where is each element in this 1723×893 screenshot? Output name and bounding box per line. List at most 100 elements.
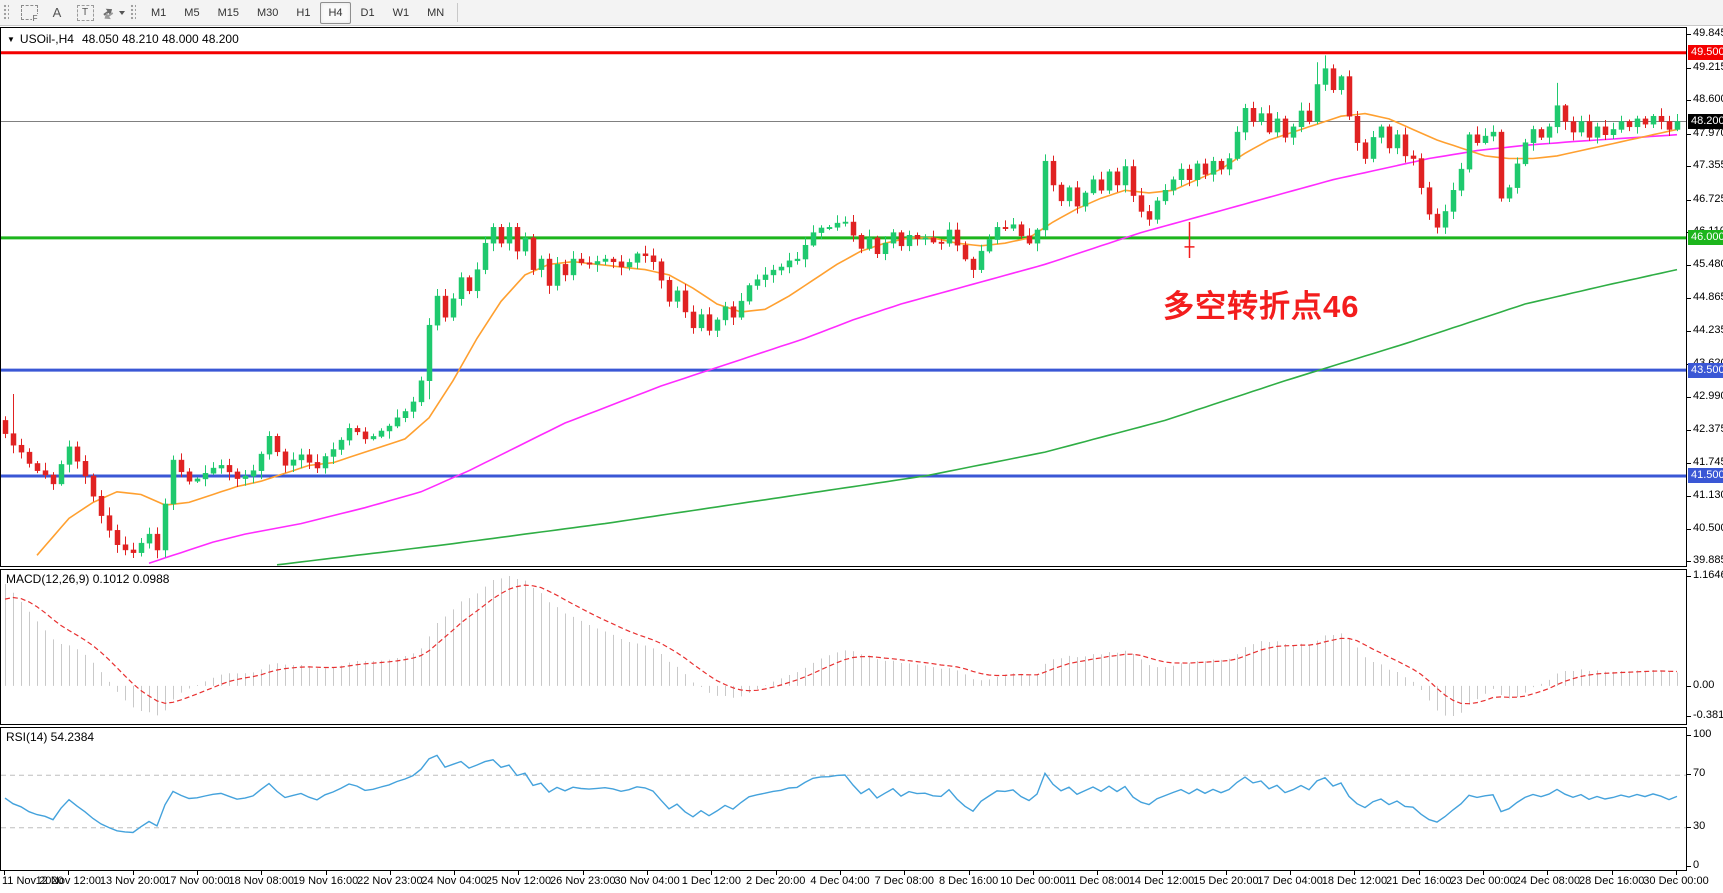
price-tick — [1687, 528, 1691, 530]
candlestick-series — [2, 55, 1681, 559]
price-tick — [1687, 561, 1691, 563]
time-axis-tick — [1418, 871, 1420, 875]
time-axis-label: 4 Dec 04:00 — [810, 875, 870, 887]
timeframe-button-m5[interactable]: M5 — [184, 6, 200, 19]
time-axis-label: 10 Dec 00:00 — [1000, 875, 1066, 887]
time-axis-tick — [968, 871, 970, 875]
text-label-button[interactable]: A — [44, 2, 70, 24]
price-tick — [1687, 166, 1691, 168]
time-axis-label: 24 Nov 04:00 — [421, 875, 487, 887]
rsi-indicator-panel[interactable] — [0, 727, 1687, 871]
price-tick — [1687, 67, 1691, 69]
price-axis-label: 42.990 — [1693, 390, 1723, 403]
time-axis-tick — [196, 871, 198, 875]
price-tick — [1687, 265, 1691, 267]
rsi-axis-tick — [1687, 735, 1691, 736]
time-axis-tick — [1483, 871, 1485, 875]
time-axis-label: 8 Dec 16:00 — [938, 875, 999, 887]
time-axis-label: 18 Nov 08:00 — [228, 875, 294, 887]
time-axis-tick — [775, 871, 777, 875]
time-axis-label: 11 Dec 08:00 — [1064, 875, 1130, 887]
price-axis-label: 48.600 — [1693, 93, 1723, 106]
price-axis-label: 45.480 — [1693, 258, 1723, 271]
price-level-badge: 49.500 — [1688, 45, 1723, 61]
template-button[interactable]: F — [16, 2, 42, 24]
price-axis-label: 40.500 — [1693, 521, 1723, 534]
toolbar-group-handle[interactable] — [130, 4, 136, 21]
main-chart-canvas[interactable] — [1, 28, 1686, 566]
diagonal-arrows-icon — [103, 8, 114, 19]
time-axis-label: 22 Nov 23:00 — [357, 875, 423, 887]
letter-a-icon: A — [52, 5, 62, 20]
time-axis-tick — [132, 871, 134, 875]
timeframe-button-mn[interactable]: MN — [427, 6, 445, 19]
price-axis-label: 44.865 — [1693, 290, 1723, 303]
price-tick — [1687, 100, 1691, 102]
price-axis-label: 41.130 — [1693, 488, 1723, 501]
chevron-down-icon — [119, 10, 125, 15]
timeframe-group: M1 M5 M15 M30 H1 H4 D1 W1 MN — [142, 1, 453, 24]
time-axis-tick — [1547, 871, 1549, 875]
price-axis-label: 47.355 — [1693, 159, 1723, 172]
time-axis-tick — [454, 871, 456, 875]
time-axis-label: 17 Dec 04:00 — [1257, 875, 1323, 887]
rsi-axis-tick — [1687, 774, 1691, 776]
time-axis-label: 28 Dec 16:00 — [1578, 875, 1645, 887]
time-axis-label: 1 Dec 12:00 — [681, 875, 742, 887]
price-tick — [1687, 331, 1691, 333]
rsi-axis-label: 100 — [1693, 728, 1712, 740]
time-axis-label: 2 Dec 20:00 — [746, 875, 806, 887]
price-axis-label: 42.375 — [1693, 422, 1723, 435]
macd-axis-label: -0.3812 — [1693, 709, 1723, 721]
rsi-axis-tick — [1687, 826, 1691, 828]
price-axis[interactable] — [1687, 27, 1723, 871]
chart-annotation-text[interactable]: 多空转折点46 — [1163, 289, 1360, 324]
time-axis-label: 21 Dec 16:00 — [1386, 875, 1452, 887]
chart-menu-caret-icon[interactable]: ▼ — [7, 35, 15, 44]
price-axis-label: 41.745 — [1693, 455, 1723, 468]
timeframe-button-m30[interactable]: M30 — [256, 6, 279, 19]
price-tick — [1687, 462, 1691, 464]
ohlc-values: 48.050 48.210 48.000 48.200 — [81, 32, 239, 46]
time-axis-label: 12 Nov 12:00 — [35, 875, 102, 887]
time-axis-tick — [1290, 871, 1292, 875]
macd-axis-label: 1.1646 — [1693, 569, 1723, 581]
arrows-tool-button[interactable] — [100, 2, 126, 24]
time-axis-label: 17 Nov 00:00 — [164, 875, 230, 887]
price-axis-label: 47.970 — [1693, 126, 1723, 139]
time-axis-label: 14 Dec 12:00 — [1128, 875, 1195, 887]
time-axis-tick — [1032, 871, 1034, 875]
toolbar-drag-handle[interactable] — [3, 4, 9, 21]
rsi-label: RSI(14) 54.2384 — [6, 730, 95, 744]
macd-canvas[interactable] — [1, 570, 1686, 724]
price-axis-label: 46.725 — [1693, 192, 1723, 205]
time-axis-tick — [1161, 871, 1163, 875]
time-axis-tick — [68, 871, 70, 875]
time-axis-tick — [1354, 871, 1356, 875]
text-box-button[interactable]: T — [72, 2, 98, 24]
timeframe-button-d1[interactable]: D1 — [360, 6, 375, 19]
price-level-badge: 41.500 — [1688, 468, 1723, 484]
rsi-canvas[interactable] — [1, 728, 1686, 870]
rsi-axis-label: 0 — [1693, 859, 1700, 871]
time-axis-label: 19 Nov 16:00 — [292, 875, 359, 887]
timeframe-button-h4[interactable]: H4 — [320, 1, 351, 24]
price-tick — [1687, 429, 1691, 431]
timeframe-button-h1[interactable]: H1 — [296, 6, 311, 19]
timeframe-button-w1[interactable]: W1 — [392, 6, 410, 19]
time-axis-label: 30 Nov 04:00 — [614, 875, 680, 887]
time-axis-label: 18 Dec 12:00 — [1321, 875, 1388, 887]
timeframe-button-m15[interactable]: M15 — [217, 6, 239, 19]
time-axis-label: 25 Nov 12:00 — [485, 875, 552, 887]
price-tick — [1687, 133, 1691, 135]
main-chart-panel[interactable] — [0, 27, 1687, 567]
time-axis-tick — [4, 871, 5, 875]
toolbar: F A T M1 M5 M15 M30 H1 H4 D1 W1 MN — [0, 0, 1723, 26]
time-axis-label: 24 Dec 08:00 — [1514, 875, 1581, 887]
timeframe-button-m1[interactable]: M1 — [151, 6, 167, 19]
price-tick — [1687, 199, 1691, 201]
price-axis-label: 49.215 — [1693, 60, 1723, 73]
price-level-badge: 43.500 — [1688, 362, 1723, 378]
macd-indicator-panel[interactable] — [0, 569, 1687, 725]
